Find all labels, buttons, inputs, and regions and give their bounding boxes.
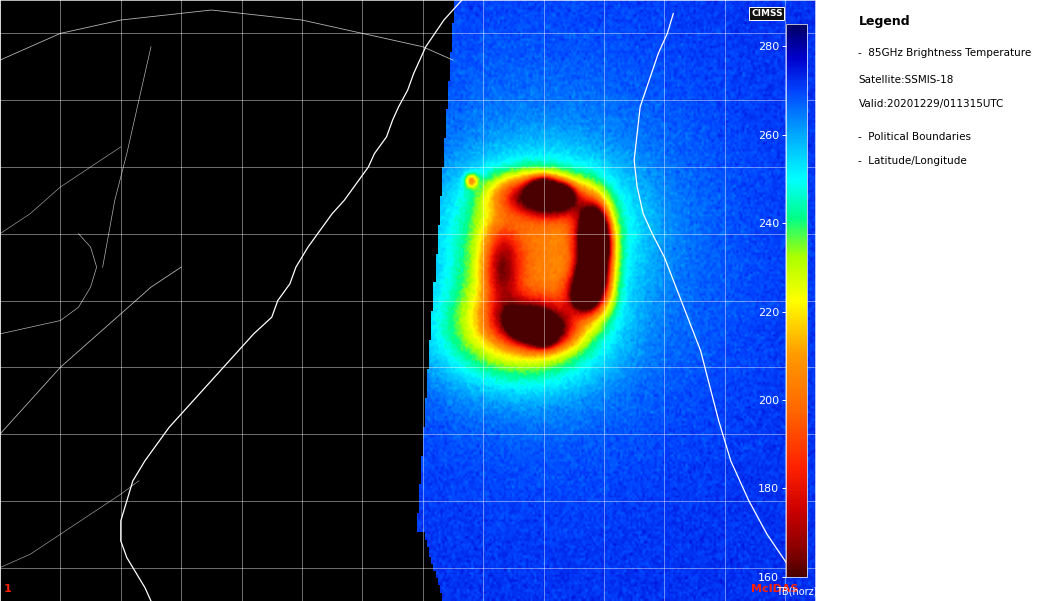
- Text: Legend: Legend: [858, 15, 910, 28]
- Text: -  Political Boundaries: - Political Boundaries: [858, 132, 971, 142]
- Text: -  85GHz Brightness Temperature: - 85GHz Brightness Temperature: [858, 48, 1032, 58]
- Text: CIMSS: CIMSS: [751, 9, 783, 18]
- Text: TB(horz): TB(horz): [775, 587, 817, 597]
- Text: 1: 1: [4, 584, 12, 594]
- Text: -  Latitude/Longitude: - Latitude/Longitude: [858, 156, 967, 166]
- Text: Valid:20201229/011315UTC: Valid:20201229/011315UTC: [858, 99, 1004, 109]
- Text: McIDAS: McIDAS: [751, 584, 800, 594]
- Text: Satellite:SSMIS-18: Satellite:SSMIS-18: [858, 75, 954, 85]
